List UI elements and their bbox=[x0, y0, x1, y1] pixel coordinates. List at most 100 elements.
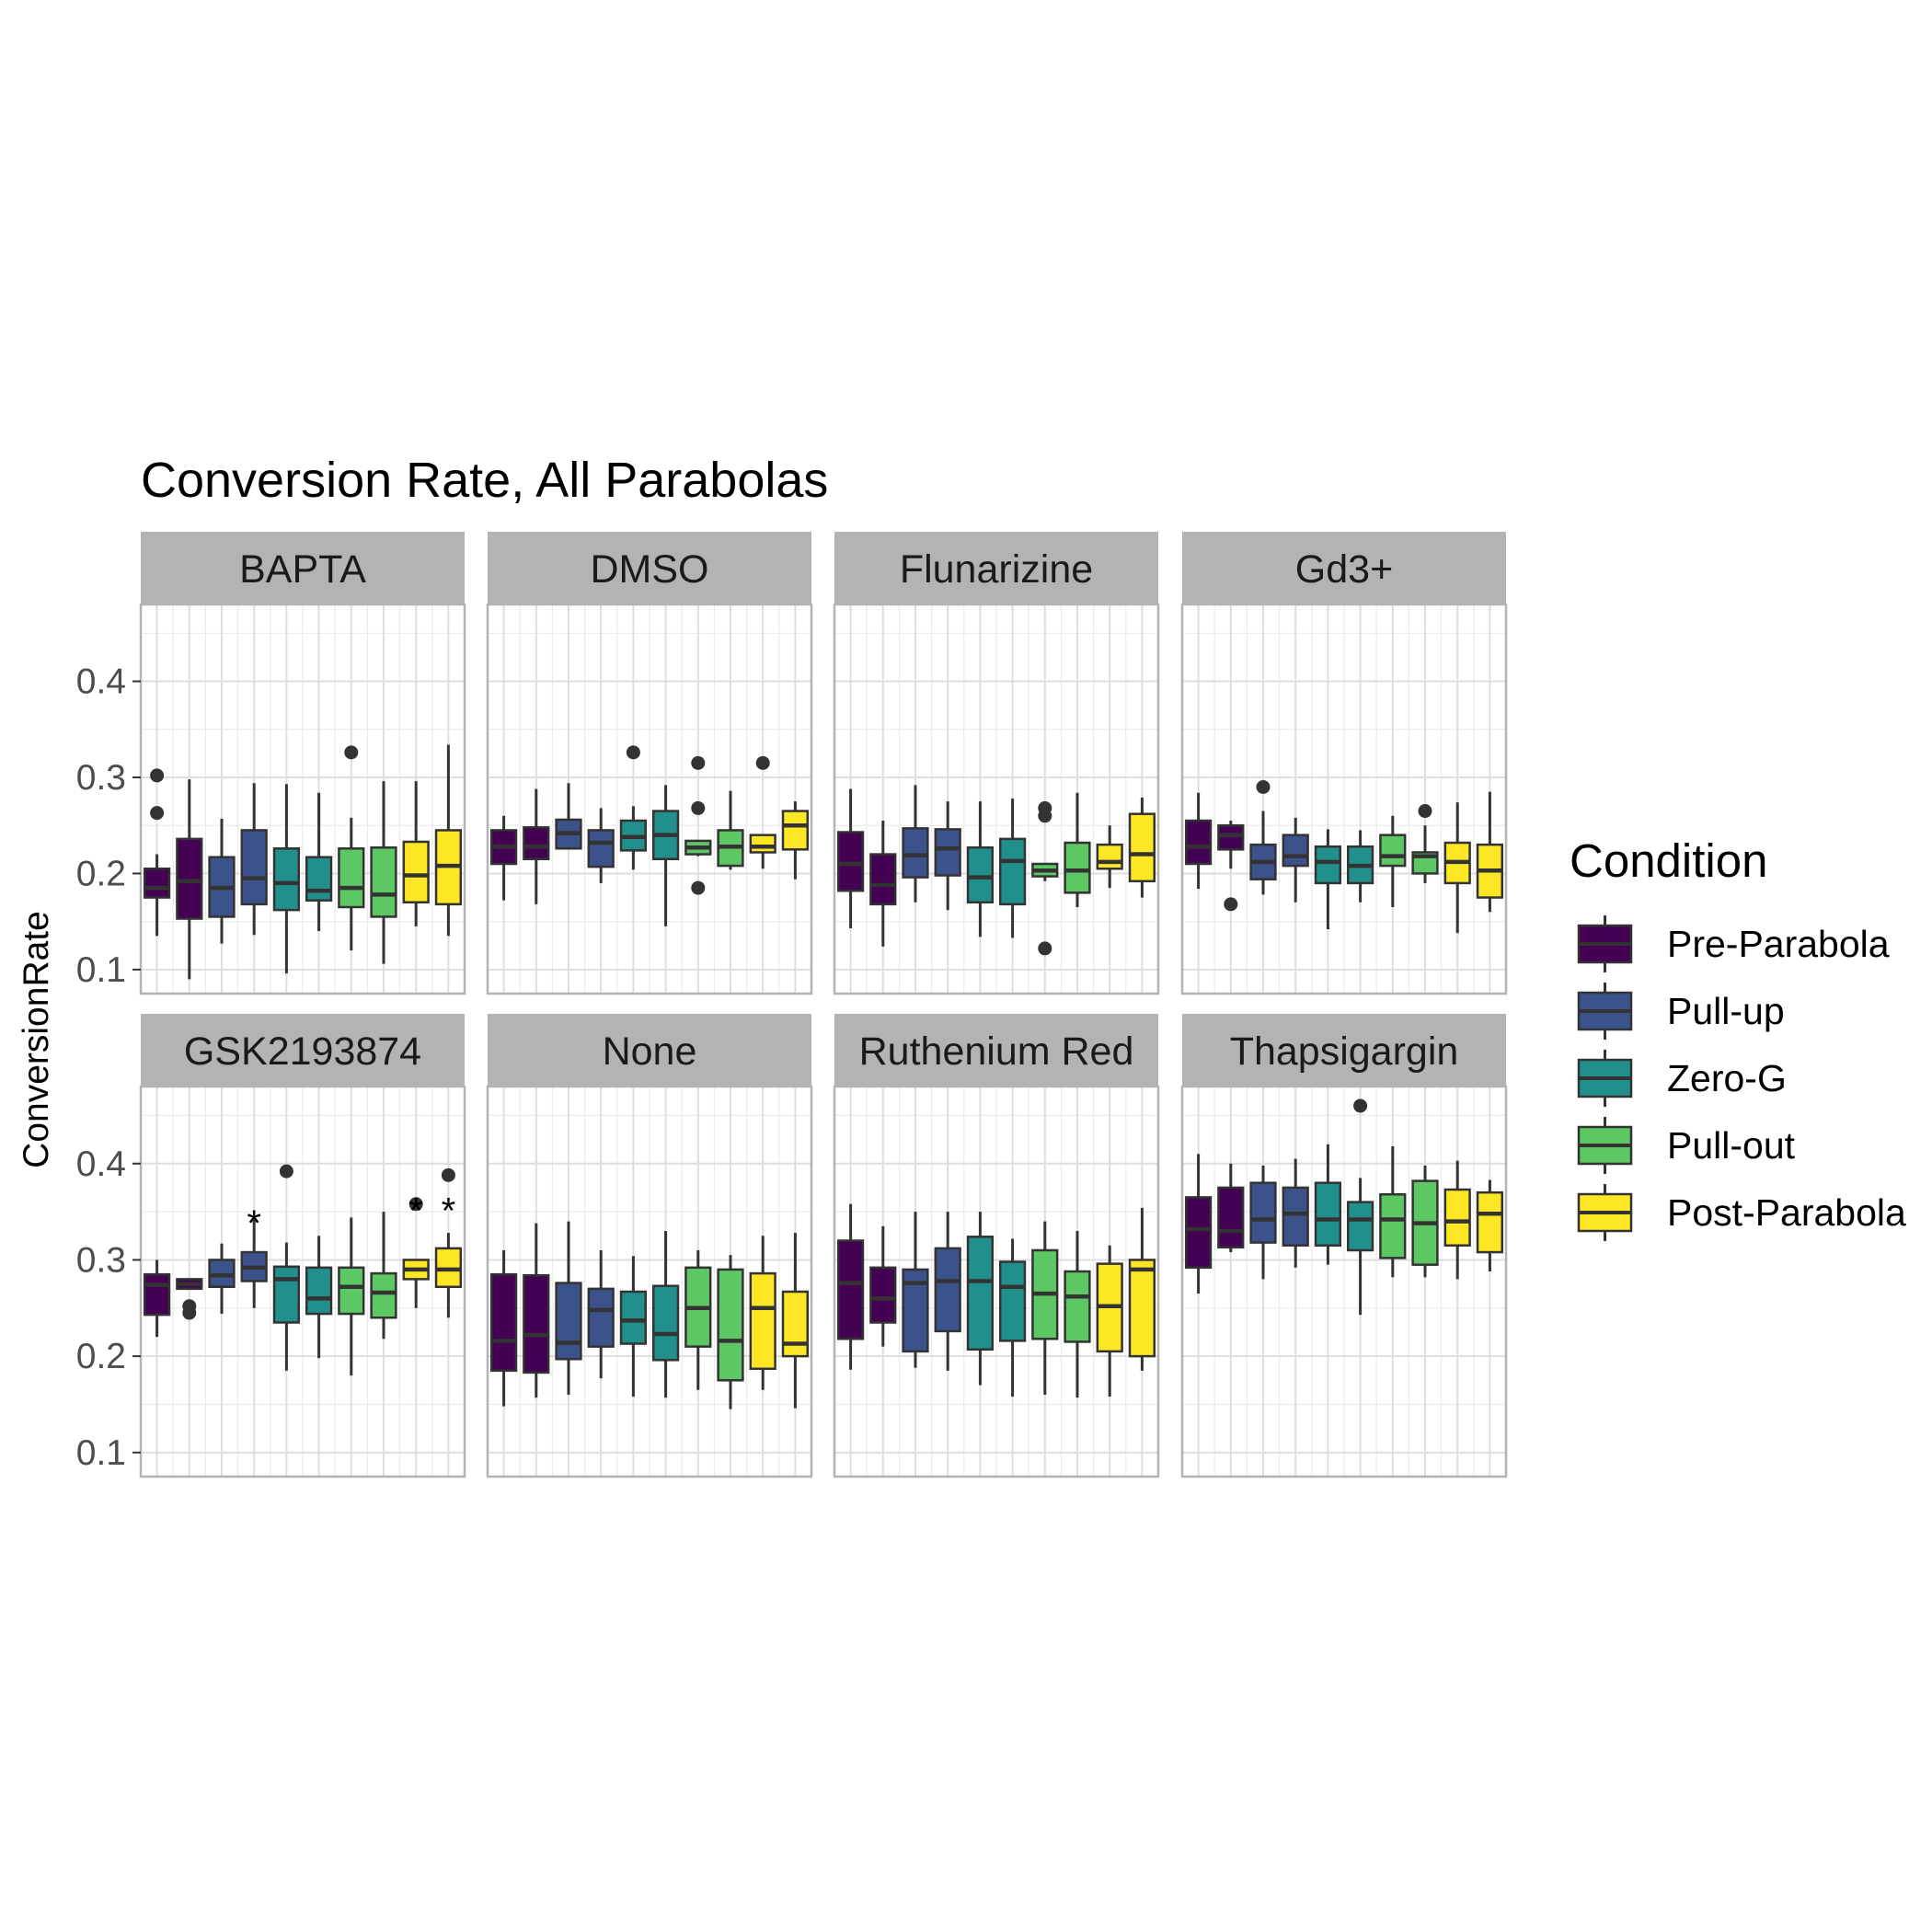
box-body bbox=[869, 1266, 897, 1324]
box-body bbox=[370, 845, 397, 918]
facet-panel-flunarizine: Flunarizine bbox=[833, 532, 1160, 995]
box-8 bbox=[717, 790, 744, 870]
box-body bbox=[619, 1290, 648, 1345]
box-body bbox=[836, 1239, 865, 1340]
facet-strip-label: Thapsigargin bbox=[1230, 1029, 1459, 1074]
y-tick-label: 0.1 bbox=[76, 950, 126, 990]
box-4 bbox=[1282, 817, 1309, 903]
legend-entry-pull-out: Pull-out bbox=[1577, 1117, 1796, 1174]
box-body bbox=[143, 1272, 171, 1317]
box-7 bbox=[1379, 815, 1407, 907]
box-6 bbox=[651, 1231, 680, 1398]
box-2 bbox=[869, 821, 897, 947]
box-8 bbox=[717, 1255, 744, 1409]
chart-title: Conversion Rate, All Parabolas bbox=[141, 453, 828, 508]
box-6 bbox=[305, 1236, 333, 1359]
y-tick-label: 0.1 bbox=[76, 1433, 126, 1473]
legend-label: Pre-Parabola bbox=[1667, 923, 1890, 965]
box-5 bbox=[272, 784, 301, 974]
facet-strip bbox=[834, 532, 1158, 604]
box-10 bbox=[781, 1233, 810, 1409]
box-body bbox=[651, 1284, 680, 1362]
box-1 bbox=[489, 815, 518, 901]
box-8 bbox=[1064, 792, 1091, 907]
panel-border bbox=[486, 603, 813, 995]
box-body bbox=[781, 1290, 810, 1358]
facet-strip-label: Ruthenium Red bbox=[859, 1029, 1134, 1074]
outlier-point bbox=[691, 880, 706, 895]
box-body bbox=[1249, 1181, 1277, 1244]
box-1 bbox=[836, 788, 865, 928]
outlier-point bbox=[279, 1164, 293, 1179]
box-4 bbox=[587, 1249, 615, 1379]
box-2 bbox=[523, 788, 550, 904]
facet-panels: BAPTA 0.1 0.2 0.3 0.4 DMSO Flunarizine Gd3+ GSK2… bbox=[76, 532, 1508, 1478]
box-10 bbox=[1128, 797, 1156, 898]
outlier-point bbox=[626, 745, 640, 760]
box-body bbox=[1184, 819, 1213, 866]
box-4 bbox=[240, 1217, 268, 1308]
facet-panel-bapta: BAPTA 0.1 0.2 0.3 0.4 bbox=[76, 532, 466, 995]
facet-strip-label: BAPTA bbox=[239, 547, 366, 592]
facet-strip-label: GSK2193874 bbox=[184, 1029, 421, 1074]
y-axis-title: ConversionRate bbox=[17, 911, 56, 1168]
box-body bbox=[966, 1236, 995, 1351]
box-7 bbox=[1379, 1145, 1407, 1278]
outlier-point bbox=[691, 755, 706, 770]
box-body bbox=[749, 1271, 776, 1370]
box-4 bbox=[934, 1212, 961, 1371]
box-7 bbox=[338, 1217, 365, 1376]
box-10 bbox=[1128, 1207, 1156, 1371]
box-body bbox=[998, 837, 1027, 906]
y-tick-label: 0.2 bbox=[76, 1337, 126, 1376]
panel-border bbox=[833, 1085, 1160, 1478]
box-2 bbox=[1217, 1163, 1245, 1253]
box-3 bbox=[1249, 779, 1277, 895]
box-3 bbox=[208, 818, 236, 944]
outlier-point bbox=[1353, 1098, 1368, 1113]
box-6 bbox=[998, 798, 1027, 938]
outlier-point bbox=[691, 800, 706, 815]
box-body bbox=[966, 845, 995, 904]
box-body bbox=[902, 827, 929, 879]
box-body bbox=[523, 826, 550, 861]
box-body bbox=[1217, 823, 1245, 851]
box-body bbox=[143, 867, 171, 899]
legend-entry-post-parabola: Post-Parabola bbox=[1577, 1184, 1906, 1241]
facet-strip bbox=[141, 532, 465, 604]
box-8 bbox=[1064, 1231, 1091, 1398]
facet-strip-label: None bbox=[603, 1029, 697, 1074]
box-6 bbox=[1346, 1098, 1374, 1316]
panel-border bbox=[486, 1085, 813, 1478]
legend-entry-pre-parabola: Pre-Parabola bbox=[1577, 915, 1890, 972]
outlier-point bbox=[1038, 800, 1052, 815]
box-body bbox=[1476, 1190, 1504, 1254]
box-body bbox=[587, 1287, 615, 1348]
box-body bbox=[1379, 1193, 1407, 1259]
box-body bbox=[998, 1260, 1027, 1342]
box-body bbox=[1184, 1196, 1213, 1270]
box-1 bbox=[1184, 792, 1213, 890]
outlier-point bbox=[150, 768, 165, 783]
legend-label: Pull-up bbox=[1667, 990, 1785, 1032]
panel-border bbox=[1180, 603, 1508, 995]
outlier-point bbox=[182, 1299, 197, 1314]
box-9 bbox=[1096, 825, 1123, 889]
box-body bbox=[1346, 1201, 1374, 1252]
box-body bbox=[1064, 841, 1091, 894]
box-3 bbox=[1249, 1165, 1277, 1280]
box-9 bbox=[749, 755, 776, 869]
y-tick-label: 0.4 bbox=[76, 662, 126, 702]
legend-entry-zero-g: Zero-G bbox=[1577, 1050, 1787, 1107]
box-6 bbox=[998, 1238, 1027, 1397]
box-1 bbox=[489, 1249, 518, 1407]
facet-strip-label: DMSO bbox=[591, 547, 709, 592]
box-body bbox=[1096, 843, 1123, 870]
box-body bbox=[587, 829, 615, 868]
box-body bbox=[523, 1273, 550, 1374]
facet-strip bbox=[488, 1014, 811, 1087]
box-3 bbox=[902, 1212, 929, 1368]
box-2 bbox=[176, 779, 203, 980]
box-7 bbox=[1031, 1221, 1059, 1396]
